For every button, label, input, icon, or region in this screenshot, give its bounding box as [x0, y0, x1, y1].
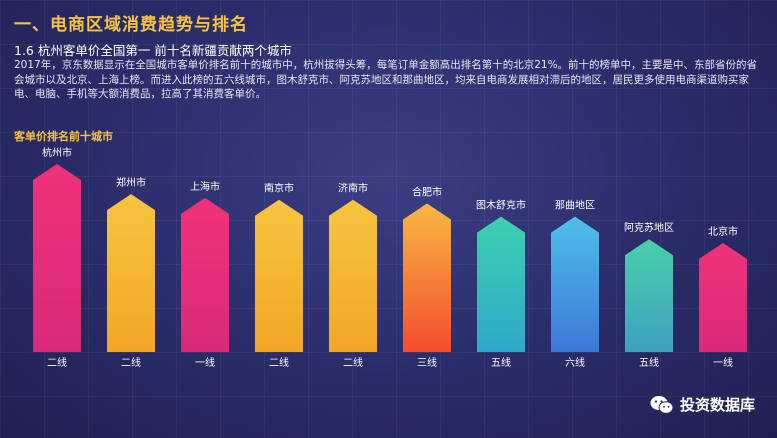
bar-9 [699, 242, 747, 352]
tier-label: 二线 [47, 356, 67, 369]
tier-label: 五线 [491, 356, 511, 369]
bar-4 [329, 199, 377, 352]
city-label: 杭州市 [42, 146, 72, 159]
section-title: 一、电商区域消费趋势与排名 [14, 15, 248, 35]
city-label: 北京市 [708, 225, 738, 238]
tier-label: 六线 [565, 356, 585, 369]
wechat-logo: 投资数据库 [650, 394, 755, 415]
city-label: 南京市 [264, 182, 294, 195]
bar-8 [625, 239, 673, 352]
city-label: 阿克苏地区 [624, 221, 674, 234]
tier-label: 三线 [417, 356, 437, 369]
tier-label: 二线 [343, 356, 363, 369]
bar-1 [107, 194, 155, 352]
chart-title: 客单价排名前十城市 [14, 130, 113, 143]
tier-label: 一线 [713, 356, 733, 369]
tier-label: 二线 [121, 356, 141, 369]
logo-text: 投资数据库 [679, 396, 755, 414]
bar-2 [181, 197, 229, 352]
bar-3 [255, 199, 303, 352]
bar-0 [33, 164, 81, 352]
city-label: 那曲地区 [555, 199, 595, 212]
city-label: 济南市 [338, 182, 368, 195]
subtitle: 1.6 杭州客单价全国第一 前十名新疆贡献两个城市 [14, 43, 292, 58]
bar-5 [403, 203, 451, 352]
city-label: 郑州市 [116, 176, 146, 189]
tier-label: 一线 [195, 356, 215, 369]
bar-7 [551, 216, 599, 352]
tier-label: 五线 [639, 356, 659, 369]
wechat-icon [650, 395, 674, 414]
city-label: 合肥市 [412, 185, 442, 198]
body-paragraph: 2017年，京东数据显示在全国城市客单价排名前十的城市中，杭州拔得头筹，每笔订单… [14, 59, 758, 100]
tier-label: 二线 [269, 356, 289, 369]
city-label: 图木舒克市 [476, 199, 526, 212]
city-label: 上海市 [190, 180, 220, 193]
bar-6 [477, 216, 525, 352]
